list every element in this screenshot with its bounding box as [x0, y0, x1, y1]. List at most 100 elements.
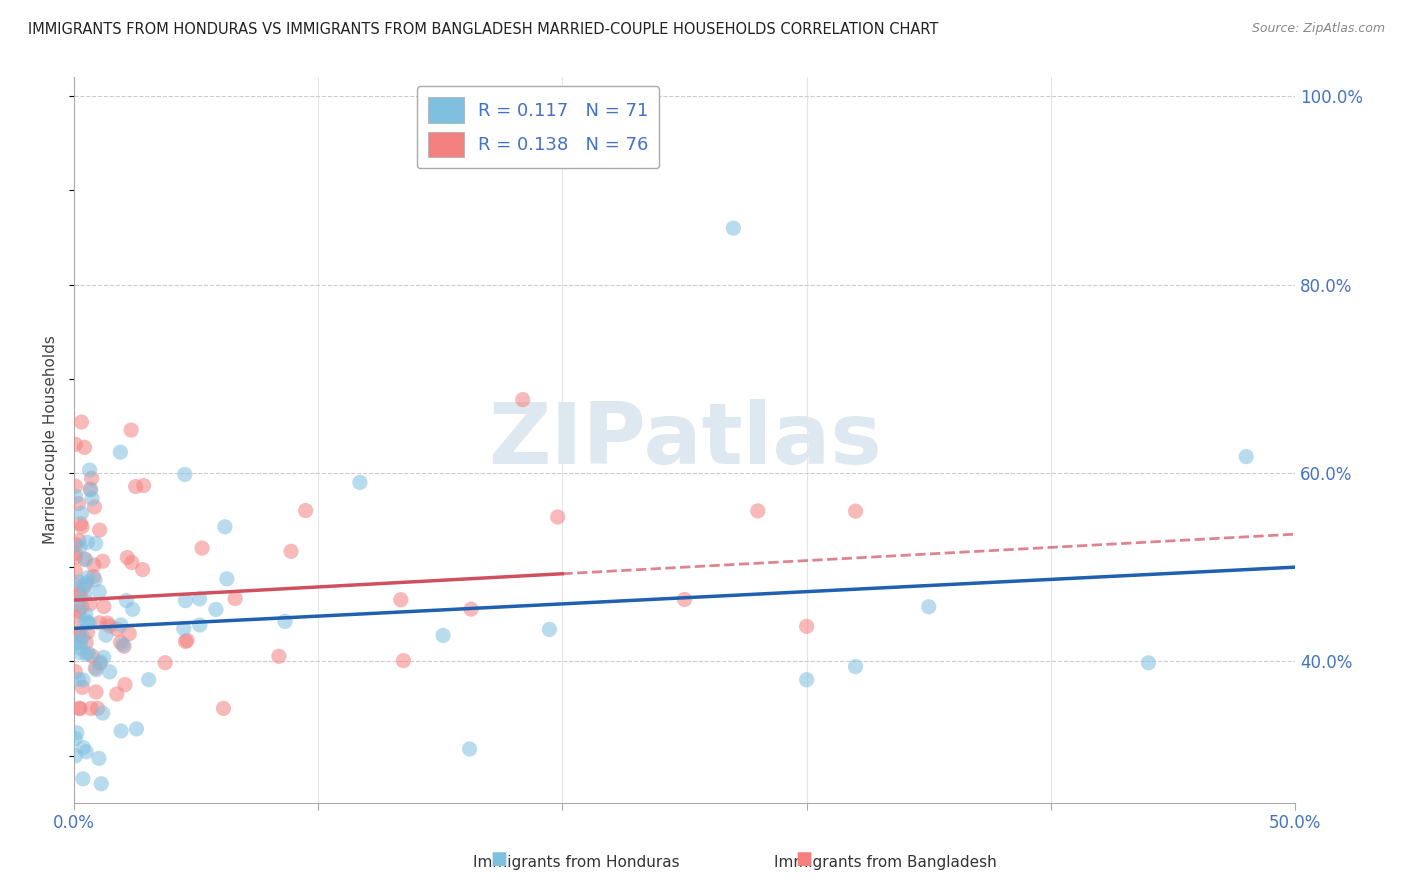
Point: [69, 701, 91, 715]
Point: [389, 592, 412, 607]
Point: [65, 577, 87, 591]
Point: [89, 615, 111, 630]
Point: [191, 541, 214, 555]
Point: [65, 610, 87, 624]
Point: [67, 533, 90, 548]
Point: [105, 687, 128, 701]
Point: [65, 748, 87, 763]
Point: [69, 634, 91, 648]
Point: [73, 587, 96, 601]
Point: [82, 649, 104, 664]
Point: [120, 423, 142, 437]
Point: [84, 573, 107, 587]
Point: [547, 510, 569, 524]
Point: [91, 706, 114, 720]
Point: [65, 479, 87, 493]
Point: [90, 777, 112, 791]
Point: [280, 544, 302, 558]
Point: [112, 638, 135, 652]
Point: [75, 579, 97, 593]
Point: [86, 701, 108, 715]
Legend: R = 0.117   N = 71, R = 0.138   N = 76: R = 0.117 N = 71, R = 0.138 N = 76: [416, 87, 659, 169]
Point: [66, 726, 89, 740]
Point: [93, 650, 115, 665]
Point: [115, 593, 138, 607]
Point: [84, 536, 107, 550]
Point: [84, 685, 107, 699]
Point: [69, 589, 91, 603]
Point: [89, 655, 111, 669]
Point: [67, 673, 90, 687]
Point: [80, 483, 103, 497]
Point: [69, 516, 91, 531]
Point: [1137, 656, 1160, 670]
Point: [75, 553, 97, 567]
Point: [72, 740, 94, 755]
Point: [70, 415, 93, 429]
Point: [796, 673, 818, 687]
Point: [67, 646, 90, 660]
Point: [65, 437, 87, 451]
Point: [67, 604, 90, 618]
Point: [73, 552, 96, 566]
Point: [110, 618, 132, 632]
Point: [174, 634, 197, 648]
Point: [77, 647, 100, 661]
Point: [65, 537, 87, 551]
Point: [91, 554, 114, 568]
Point: [72, 578, 94, 592]
Point: [67, 629, 90, 643]
Point: [80, 471, 103, 485]
Point: [460, 602, 482, 616]
Point: [458, 742, 481, 756]
Y-axis label: Married-couple Households: Married-couple Households: [44, 335, 58, 544]
Point: [1234, 450, 1257, 464]
Point: [121, 556, 143, 570]
Point: [84, 661, 107, 675]
Point: [83, 569, 105, 583]
Point: [173, 467, 195, 482]
Point: [72, 772, 94, 786]
Point: [65, 564, 87, 578]
Point: [176, 633, 198, 648]
Point: [70, 681, 93, 695]
Point: [138, 673, 160, 687]
Point: [77, 615, 100, 630]
Text: Immigrants from Honduras: Immigrants from Honduras: [474, 855, 679, 870]
Text: IMMIGRANTS FROM HONDURAS VS IMMIGRANTS FROM BANGLADESH MARRIED-COUPLE HOUSEHOLDS: IMMIGRANTS FROM HONDURAS VS IMMIGRANTS F…: [28, 22, 938, 37]
Point: [93, 599, 115, 614]
Point: [67, 497, 90, 511]
Point: [98, 619, 121, 633]
Point: [76, 535, 98, 549]
Point: [79, 597, 101, 611]
Point: [70, 506, 93, 520]
Point: [69, 540, 91, 554]
Point: [75, 648, 97, 662]
Point: [79, 483, 101, 497]
Point: [117, 550, 139, 565]
Point: [918, 599, 941, 614]
Point: [98, 665, 121, 679]
Point: [105, 622, 128, 636]
Point: [89, 584, 111, 599]
Point: [174, 593, 197, 607]
Point: [844, 659, 866, 673]
Point: [188, 618, 211, 632]
Point: [94, 628, 117, 642]
Point: [538, 623, 561, 637]
Point: [89, 523, 111, 537]
Point: [349, 475, 371, 490]
Point: [75, 635, 97, 649]
Point: [76, 571, 98, 585]
Point: [76, 616, 98, 631]
Point: [173, 622, 195, 636]
Point: [79, 463, 101, 477]
Point: [112, 640, 135, 654]
Point: [80, 701, 103, 715]
Point: [267, 649, 290, 664]
Point: [65, 636, 87, 650]
Point: [114, 678, 136, 692]
Point: [84, 663, 107, 677]
Point: [215, 572, 238, 586]
Point: [131, 563, 153, 577]
